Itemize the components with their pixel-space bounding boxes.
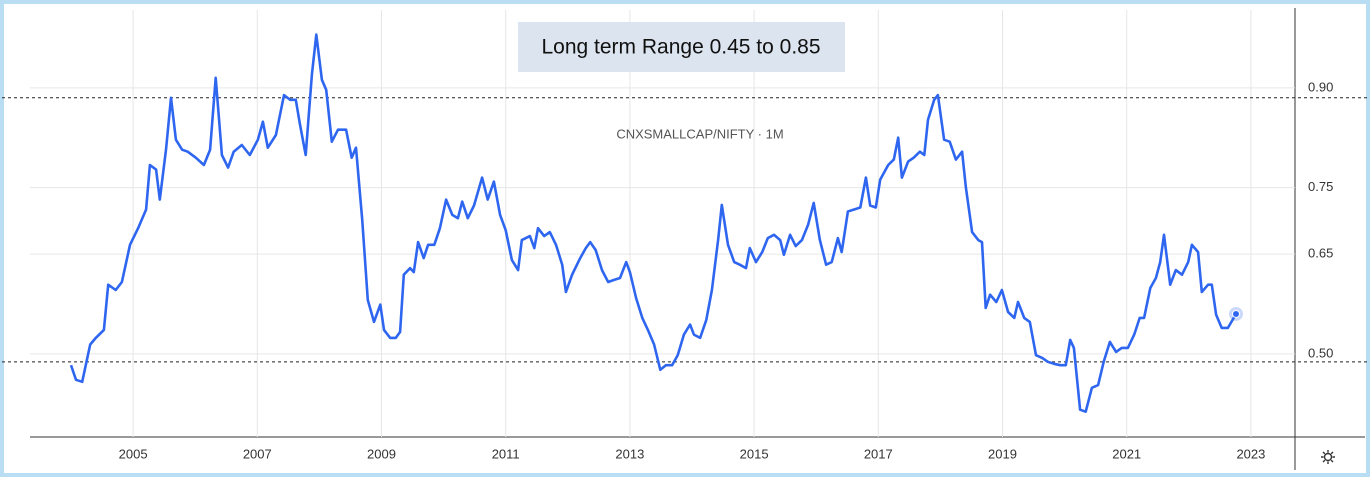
subtitle: CNXSMALLCAP/NIFTY · 1M xyxy=(616,126,783,141)
x-tick-label: 2007 xyxy=(243,446,272,461)
grid xyxy=(30,10,1295,437)
x-tick-label: 2005 xyxy=(119,446,148,461)
x-tick-label: 2013 xyxy=(615,446,644,461)
y-tick-label: 0.50 xyxy=(1308,345,1333,360)
x-tick-label: 2021 xyxy=(1112,446,1141,461)
annotation-box xyxy=(518,22,845,72)
data-line xyxy=(69,33,1238,413)
settings-icon[interactable] xyxy=(1321,450,1335,464)
x-tick-label: 2011 xyxy=(492,446,520,461)
x-tick-label: 2017 xyxy=(864,446,893,461)
y-tick-label: 0.65 xyxy=(1308,246,1333,261)
x-tick-label: 2009 xyxy=(367,446,396,461)
y-tick-label: 0.90 xyxy=(1308,79,1333,94)
last-point xyxy=(1232,309,1241,318)
x-tick-label: 2015 xyxy=(740,446,769,461)
annotation: Long term Range 0.45 to 0.85 xyxy=(541,36,820,59)
x-tick-label: 2019 xyxy=(988,446,1017,461)
x-tick-label: 2023 xyxy=(1236,446,1265,461)
y-tick-label: 0.75 xyxy=(1308,179,1333,194)
